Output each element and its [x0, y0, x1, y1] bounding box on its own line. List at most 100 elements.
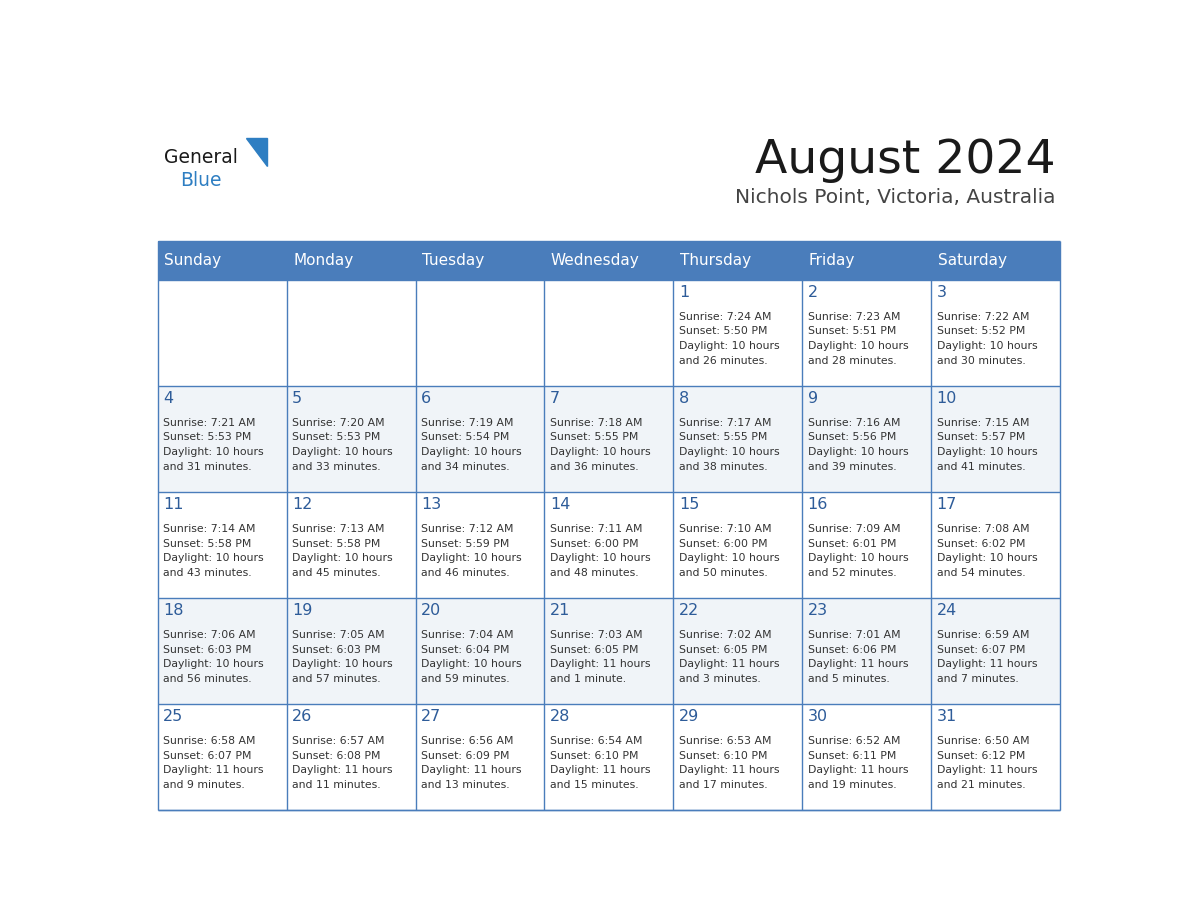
Text: Daylight: 10 hours: Daylight: 10 hours [292, 447, 393, 457]
Bar [544, 492, 674, 598]
Bar [802, 280, 931, 386]
Text: Sunrise: 7:15 AM: Sunrise: 7:15 AM [936, 418, 1029, 428]
Bar [802, 386, 931, 492]
Text: 15: 15 [678, 497, 700, 512]
Text: Wednesday: Wednesday [551, 252, 639, 268]
Text: Daylight: 10 hours: Daylight: 10 hours [421, 447, 522, 457]
Text: Daylight: 10 hours: Daylight: 10 hours [678, 341, 779, 352]
Text: Sunrise: 6:59 AM: Sunrise: 6:59 AM [936, 630, 1029, 640]
Bar [416, 492, 544, 598]
Text: 4: 4 [163, 391, 173, 406]
Text: Daylight: 10 hours: Daylight: 10 hours [808, 341, 909, 352]
Text: Daylight: 11 hours: Daylight: 11 hours [678, 766, 779, 776]
Bar [931, 704, 1060, 810]
Text: and 3 minutes.: and 3 minutes. [678, 674, 760, 684]
Text: and 52 minutes.: and 52 minutes. [808, 568, 897, 578]
Text: 10: 10 [936, 391, 958, 406]
Text: August 2024: August 2024 [754, 139, 1055, 184]
Text: 25: 25 [163, 709, 183, 724]
Text: 23: 23 [808, 603, 828, 618]
Text: and 57 minutes.: and 57 minutes. [292, 674, 381, 684]
Text: 6: 6 [421, 391, 431, 406]
Text: and 13 minutes.: and 13 minutes. [421, 780, 510, 790]
Text: and 56 minutes.: and 56 minutes. [163, 674, 252, 684]
Text: Sunset: 6:05 PM: Sunset: 6:05 PM [678, 644, 767, 655]
Text: Sunset: 5:56 PM: Sunset: 5:56 PM [808, 432, 896, 442]
Text: Thursday: Thursday [680, 252, 751, 268]
Text: and 48 minutes.: and 48 minutes. [550, 568, 639, 578]
Text: Sunrise: 6:58 AM: Sunrise: 6:58 AM [163, 735, 255, 745]
Text: Daylight: 11 hours: Daylight: 11 hours [550, 659, 650, 669]
Text: Daylight: 11 hours: Daylight: 11 hours [292, 766, 392, 776]
Bar [674, 704, 802, 810]
Text: and 50 minutes.: and 50 minutes. [678, 568, 767, 578]
Text: and 19 minutes.: and 19 minutes. [808, 780, 897, 790]
Text: Sunset: 6:10 PM: Sunset: 6:10 PM [550, 751, 638, 761]
Text: Sunrise: 6:57 AM: Sunrise: 6:57 AM [292, 735, 385, 745]
Text: 3: 3 [936, 285, 947, 300]
Text: Sunrise: 6:56 AM: Sunrise: 6:56 AM [421, 735, 513, 745]
Text: Sunrise: 6:50 AM: Sunrise: 6:50 AM [936, 735, 1029, 745]
Text: and 41 minutes.: and 41 minutes. [936, 462, 1025, 472]
Bar [931, 280, 1060, 386]
Text: and 46 minutes.: and 46 minutes. [421, 568, 510, 578]
Text: 9: 9 [808, 391, 817, 406]
Text: Sunset: 5:50 PM: Sunset: 5:50 PM [678, 327, 767, 337]
Bar [158, 280, 286, 386]
Text: 30: 30 [808, 709, 828, 724]
Text: and 17 minutes.: and 17 minutes. [678, 780, 767, 790]
Text: and 11 minutes.: and 11 minutes. [292, 780, 381, 790]
Bar [416, 386, 544, 492]
Text: Sunset: 5:54 PM: Sunset: 5:54 PM [421, 432, 510, 442]
Text: Sunset: 5:55 PM: Sunset: 5:55 PM [550, 432, 638, 442]
Bar [931, 598, 1060, 704]
Bar [931, 492, 1060, 598]
Text: Daylight: 11 hours: Daylight: 11 hours [163, 766, 264, 776]
Text: Sunset: 6:08 PM: Sunset: 6:08 PM [292, 751, 380, 761]
Text: Daylight: 10 hours: Daylight: 10 hours [550, 447, 651, 457]
Text: Daylight: 11 hours: Daylight: 11 hours [808, 659, 908, 669]
Text: Sunrise: 7:14 AM: Sunrise: 7:14 AM [163, 523, 255, 533]
Text: Daylight: 10 hours: Daylight: 10 hours [163, 447, 264, 457]
Text: and 21 minutes.: and 21 minutes. [936, 780, 1025, 790]
Text: and 54 minutes.: and 54 minutes. [936, 568, 1025, 578]
Bar [674, 280, 802, 386]
Text: 11: 11 [163, 497, 184, 512]
Text: Sunset: 6:00 PM: Sunset: 6:00 PM [550, 539, 639, 549]
Text: and 28 minutes.: and 28 minutes. [808, 356, 897, 366]
Text: Sunset: 5:53 PM: Sunset: 5:53 PM [292, 432, 380, 442]
Bar [158, 386, 286, 492]
Text: 21: 21 [550, 603, 570, 618]
Text: and 38 minutes.: and 38 minutes. [678, 462, 767, 472]
Text: Blue: Blue [179, 171, 221, 190]
Text: 14: 14 [550, 497, 570, 512]
Text: Sunset: 6:02 PM: Sunset: 6:02 PM [936, 539, 1025, 549]
Text: and 15 minutes.: and 15 minutes. [550, 780, 639, 790]
Text: 24: 24 [936, 603, 956, 618]
Bar [158, 241, 1060, 280]
Bar [416, 280, 544, 386]
Text: Sunset: 6:00 PM: Sunset: 6:00 PM [678, 539, 767, 549]
Text: and 9 minutes.: and 9 minutes. [163, 780, 245, 790]
Text: and 30 minutes.: and 30 minutes. [936, 356, 1025, 366]
Text: Sunset: 6:11 PM: Sunset: 6:11 PM [808, 751, 896, 761]
Text: Sunrise: 7:16 AM: Sunrise: 7:16 AM [808, 418, 901, 428]
Text: and 7 minutes.: and 7 minutes. [936, 674, 1018, 684]
Text: and 45 minutes.: and 45 minutes. [292, 568, 381, 578]
Text: Sunrise: 7:04 AM: Sunrise: 7:04 AM [421, 630, 513, 640]
Text: 5: 5 [292, 391, 302, 406]
Bar [158, 598, 286, 704]
Bar [286, 280, 416, 386]
Text: Sunset: 6:07 PM: Sunset: 6:07 PM [163, 751, 252, 761]
Text: Sunset: 6:04 PM: Sunset: 6:04 PM [421, 644, 510, 655]
Bar [158, 492, 286, 598]
Text: 19: 19 [292, 603, 312, 618]
Bar [544, 386, 674, 492]
Text: Sunrise: 7:22 AM: Sunrise: 7:22 AM [936, 311, 1029, 321]
Text: 2: 2 [808, 285, 817, 300]
Text: and 39 minutes.: and 39 minutes. [808, 462, 897, 472]
Text: 29: 29 [678, 709, 699, 724]
Bar [286, 598, 416, 704]
Text: 7: 7 [550, 391, 560, 406]
Text: and 43 minutes.: and 43 minutes. [163, 568, 252, 578]
